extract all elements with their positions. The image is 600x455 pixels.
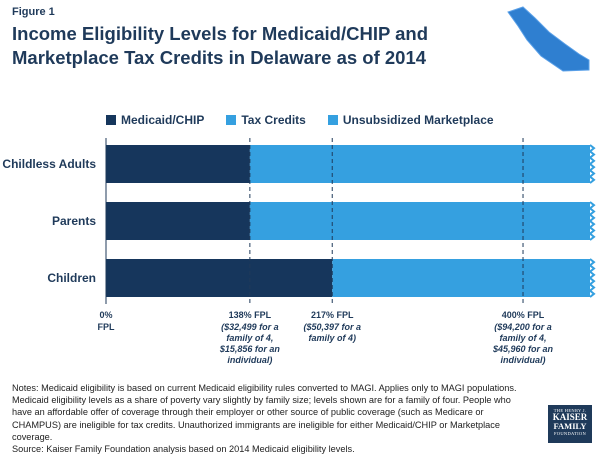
threshold-label: 0% xyxy=(99,310,112,320)
threshold-label: 400% FPL xyxy=(502,310,545,320)
category-label: Children xyxy=(47,271,96,285)
bar-segment xyxy=(249,145,590,183)
logo-line-3: FAMILY xyxy=(553,421,587,431)
category-label: Childless Adults xyxy=(2,157,96,171)
legend-item: Medicaid/CHIP xyxy=(106,113,204,127)
threshold-detail: ($32,499 for a family of 4, $15,856 for an… xyxy=(219,322,281,365)
stacked-bar-chart: Childless Adults Parents Children 0% FPL 138%… xyxy=(2,138,596,365)
bar-fade-edge xyxy=(588,144,596,184)
bar-segment xyxy=(249,202,590,240)
delaware-shape xyxy=(507,6,590,72)
legend-label: Medicaid/CHIP xyxy=(121,113,205,127)
bar-segment xyxy=(106,145,250,183)
bar-fade-edge xyxy=(588,258,596,298)
threshold-detail: FPL xyxy=(98,322,116,332)
notes-block: Notes: Medicaid eligibility is based on … xyxy=(12,382,532,455)
legend: Medicaid/CHIP Tax Credits Unsubsidized Mar… xyxy=(106,113,516,127)
category-label: Parents xyxy=(52,214,96,228)
bar-fade-edge xyxy=(588,201,596,241)
legend-swatch xyxy=(327,115,338,125)
legend-swatch xyxy=(106,115,116,125)
source-text: Source: Kaiser Family Foundation analysi… xyxy=(12,444,355,455)
threshold-label: 217% FPL xyxy=(311,310,354,320)
delaware-state-map-icon xyxy=(507,6,590,72)
legend-label: Tax Credits xyxy=(241,113,306,127)
notes-text: Notes: Medicaid eligibility is based on … xyxy=(12,383,517,442)
threshold-detail: ($50,397 for a family of 4) xyxy=(303,322,361,343)
logo-line-2: KAISER xyxy=(552,412,588,422)
legend-swatch xyxy=(226,115,237,125)
bar-segment xyxy=(106,202,250,240)
threshold-label: 138% FPL xyxy=(229,310,272,320)
legend-label: Unsubsidized Marketplace xyxy=(342,113,494,127)
chart-title: Income Eligibility Levels for Medicaid/C… xyxy=(12,23,429,68)
bar-segment xyxy=(332,259,590,297)
logo-line-1: THE HENRY J. xyxy=(553,408,587,413)
legend-item: Unsubsidized Marketplace xyxy=(327,113,494,127)
logo-line-4: FOUNDATION xyxy=(554,431,586,436)
figure-label: Figure 1 xyxy=(12,6,55,18)
legend-item: Tax Credits xyxy=(226,113,306,127)
kff-logo: THE HENRY J. KAISER FAMILY FOUNDATION xyxy=(548,405,592,443)
threshold-detail: ($94,200 for a family of 4, $45,960 for an… xyxy=(492,322,554,365)
bar-segment xyxy=(106,259,333,297)
